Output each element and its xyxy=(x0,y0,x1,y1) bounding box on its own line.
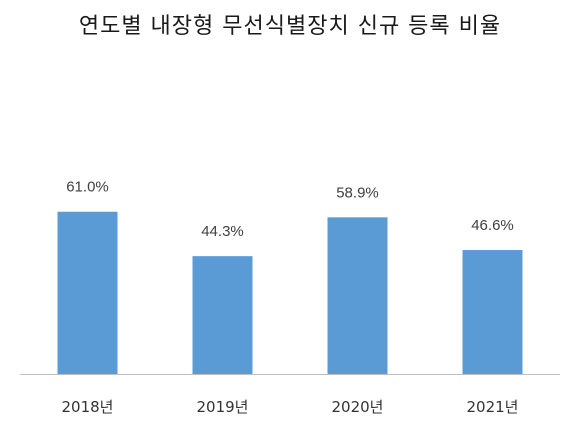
data-label-3: 58.9% xyxy=(336,184,379,201)
bar-2 xyxy=(192,256,253,374)
chart-title: 연도별 내장형 무선식별장치 신규 등록 비율 xyxy=(78,14,502,39)
x-tick-label-1: 2018년 xyxy=(62,398,114,416)
x-tick-label-4: 2021년 xyxy=(467,398,519,416)
x-tick-label-2: 2019년 xyxy=(197,398,249,416)
data-label-2: 44.3% xyxy=(201,223,244,240)
bar-4 xyxy=(462,250,523,374)
bar-1 xyxy=(57,211,118,374)
data-label-1: 61.0% xyxy=(66,179,109,196)
bar-3 xyxy=(327,217,388,374)
data-label-4: 46.6% xyxy=(471,217,514,234)
x-tick-label-3: 2020년 xyxy=(332,398,384,416)
